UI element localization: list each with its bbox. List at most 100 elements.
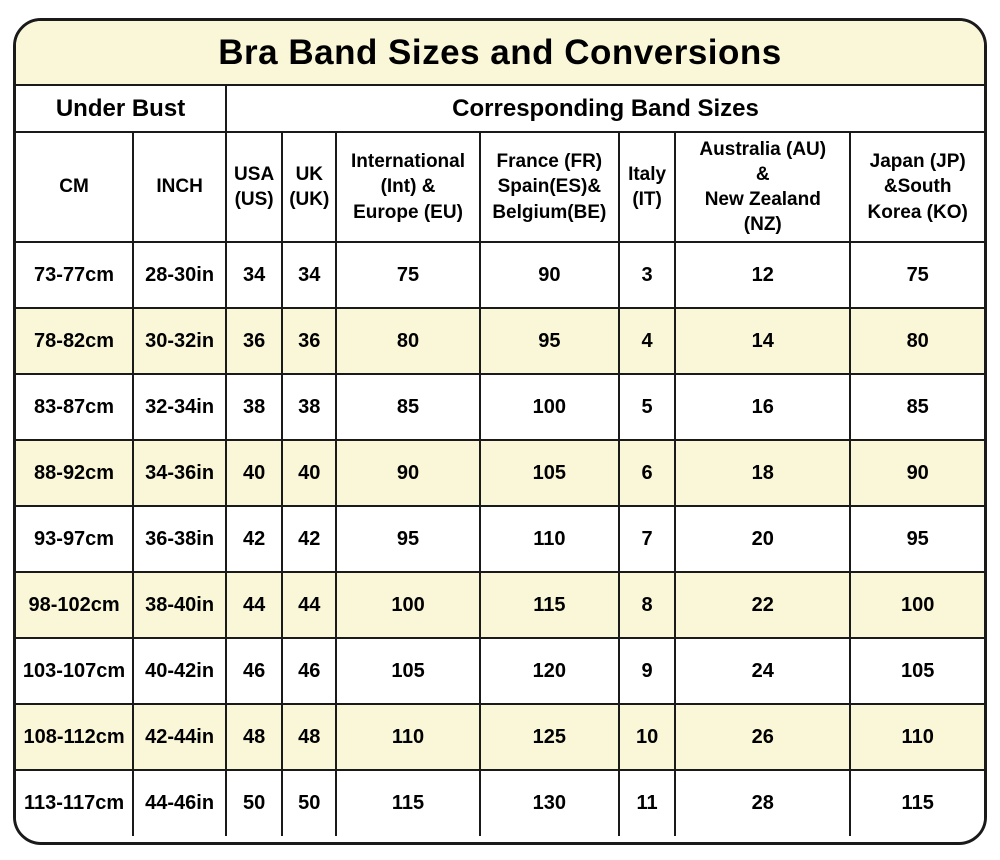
table-cell-france-spain-belgium: 100 <box>478 373 621 441</box>
table-cell-uk: 50 <box>281 769 338 836</box>
table-cell-france-spain-belgium: 110 <box>478 505 621 573</box>
table-row: 83-87cm 32-34in 38 38 85 100 5 16 85 <box>16 373 984 441</box>
table-cell-italy: 6 <box>618 439 677 507</box>
table-cell-italy: 5 <box>618 373 677 441</box>
table-row: 93-97cm 36-38in 42 42 95 110 7 20 95 <box>16 505 984 573</box>
table-cell-france-spain-belgium: 105 <box>478 439 621 507</box>
table-cell-france-spain-belgium: 120 <box>478 637 621 705</box>
page-title: Bra Band Sizes and Conversions <box>16 21 984 86</box>
table-row: 108-112cm 42-44in 48 48 110 125 10 26 110 <box>16 703 984 771</box>
table-cell-inch: 32-34in <box>132 373 228 441</box>
table-cell-international-europe: 110 <box>335 703 481 771</box>
table-cell-international-europe: 75 <box>335 241 481 309</box>
table-cell-cm: 103-107cm <box>16 637 135 705</box>
table-cell-japan-south-korea: 80 <box>849 307 984 375</box>
table-cell-cm: 88-92cm <box>16 439 135 507</box>
table-cell-france-spain-belgium: 95 <box>478 307 621 375</box>
table-cell-inch: 28-30in <box>132 241 228 309</box>
table-cell-uk: 36 <box>281 307 338 375</box>
column-header-uk: UK (UK) <box>281 131 338 243</box>
table-row: 103-107cm 40-42in 46 46 105 120 9 24 105 <box>16 637 984 705</box>
size-conversion-table: Under Bust Corresponding Band Sizes CM IN… <box>16 86 984 836</box>
table-cell-inch: 40-42in <box>132 637 228 705</box>
table-cell-japan-south-korea: 95 <box>849 505 984 573</box>
table-cell-inch: 36-38in <box>132 505 228 573</box>
table-row: 78-82cm 30-32in 36 36 80 95 4 14 80 <box>16 307 984 375</box>
table-cell-international-europe: 95 <box>335 505 481 573</box>
table-cell-japan-south-korea: 100 <box>849 571 984 639</box>
table-cell-inch: 42-44in <box>132 703 228 771</box>
table-cell-italy: 4 <box>618 307 677 375</box>
table-cell-japan-south-korea: 110 <box>849 703 984 771</box>
table-cell-international-europe: 90 <box>335 439 481 507</box>
table-cell-uk: 48 <box>281 703 338 771</box>
table-cell-cm: 73-77cm <box>16 241 135 309</box>
table-cell-inch: 44-46in <box>132 769 228 836</box>
table-cell-italy: 11 <box>618 769 677 836</box>
table-cell-international-europe: 105 <box>335 637 481 705</box>
table-cell-usa: 34 <box>225 241 284 309</box>
table-cell-cm: 83-87cm <box>16 373 135 441</box>
table-cell-italy: 7 <box>618 505 677 573</box>
table-cell-cm: 113-117cm <box>16 769 135 836</box>
table-cell-uk: 46 <box>281 637 338 705</box>
table-cell-international-europe: 100 <box>335 571 481 639</box>
table-cell-australia-new-zealand: 28 <box>674 769 852 836</box>
table-cell-uk: 34 <box>281 241 338 309</box>
table-cell-cm: 108-112cm <box>16 703 135 771</box>
table-row: 98-102cm 38-40in 44 44 100 115 8 22 100 <box>16 571 984 639</box>
column-header-italy: Italy (IT) <box>618 131 677 243</box>
table-cell-italy: 9 <box>618 637 677 705</box>
table-cell-australia-new-zealand: 22 <box>674 571 852 639</box>
table-cell-italy: 10 <box>618 703 677 771</box>
table-cell-usa: 42 <box>225 505 284 573</box>
table-body: 73-77cm 28-30in 34 34 75 90 3 12 75 78-82cm 30-32i… <box>16 241 984 836</box>
table-cell-cm: 98-102cm <box>16 571 135 639</box>
column-header-usa: USA (US) <box>225 131 284 243</box>
table-cell-france-spain-belgium: 125 <box>478 703 621 771</box>
table-cell-japan-south-korea: 105 <box>849 637 984 705</box>
table-cell-australia-new-zealand: 24 <box>674 637 852 705</box>
table-cell-italy: 8 <box>618 571 677 639</box>
table-cell-japan-south-korea: 85 <box>849 373 984 441</box>
table-cell-australia-new-zealand: 18 <box>674 439 852 507</box>
column-header-international-europe: International (Int) & Europe (EU) <box>335 131 481 243</box>
group-header-band-sizes: Corresponding Band Sizes <box>225 86 984 133</box>
table-cell-japan-south-korea: 90 <box>849 439 984 507</box>
table-cell-international-europe: 115 <box>335 769 481 836</box>
bra-size-conversion-card: Bra Band Sizes and Conversions Under Bus… <box>13 18 987 845</box>
table-row: 73-77cm 28-30in 34 34 75 90 3 12 75 <box>16 241 984 309</box>
column-header-japan-south-korea: Japan (JP) &South Korea (KO) <box>849 131 984 243</box>
table-cell-australia-new-zealand: 12 <box>674 241 852 309</box>
table-cell-france-spain-belgium: 130 <box>478 769 621 836</box>
table-cell-uk: 40 <box>281 439 338 507</box>
table-row: 88-92cm 34-36in 40 40 90 105 6 18 90 <box>16 439 984 507</box>
column-header-inch: INCH <box>132 131 228 243</box>
table-cell-usa: 38 <box>225 373 284 441</box>
table-cell-italy: 3 <box>618 241 677 309</box>
table-cell-usa: 46 <box>225 637 284 705</box>
table-cell-australia-new-zealand: 26 <box>674 703 852 771</box>
column-header-france-spain-belgium: France (FR) Spain(ES)& Belgium(BE) <box>478 131 621 243</box>
table-cell-australia-new-zealand: 16 <box>674 373 852 441</box>
table-cell-cm: 93-97cm <box>16 505 135 573</box>
group-header-row: Under Bust Corresponding Band Sizes <box>16 86 984 133</box>
table-cell-uk: 44 <box>281 571 338 639</box>
table-row: 113-117cm 44-46in 50 50 115 130 11 28 115 <box>16 769 984 836</box>
column-header-australia-new-zealand: Australia (AU) & New Zealand (NZ) <box>674 131 852 243</box>
table-cell-france-spain-belgium: 90 <box>478 241 621 309</box>
table-cell-cm: 78-82cm <box>16 307 135 375</box>
table-cell-inch: 34-36in <box>132 439 228 507</box>
table-cell-australia-new-zealand: 20 <box>674 505 852 573</box>
table-cell-usa: 40 <box>225 439 284 507</box>
table-cell-international-europe: 80 <box>335 307 481 375</box>
table-cell-australia-new-zealand: 14 <box>674 307 852 375</box>
table-cell-uk: 38 <box>281 373 338 441</box>
table-cell-usa: 44 <box>225 571 284 639</box>
table-cell-usa: 48 <box>225 703 284 771</box>
table-cell-uk: 42 <box>281 505 338 573</box>
table-cell-japan-south-korea: 115 <box>849 769 984 836</box>
table-cell-france-spain-belgium: 115 <box>478 571 621 639</box>
table-cell-inch: 30-32in <box>132 307 228 375</box>
table-cell-inch: 38-40in <box>132 571 228 639</box>
